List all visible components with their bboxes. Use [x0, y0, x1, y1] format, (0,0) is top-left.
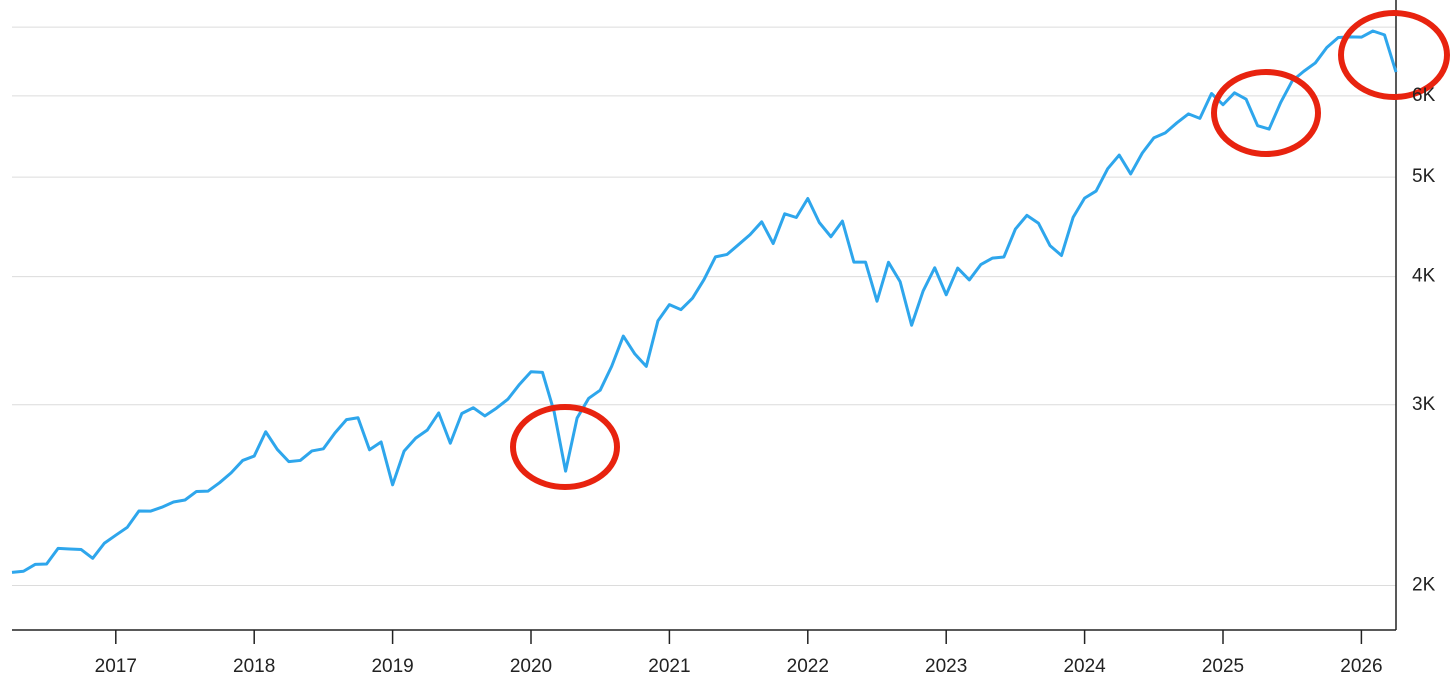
highlight-circle: [1338, 10, 1450, 100]
x-tick-label: 2021: [648, 656, 690, 677]
x-tick-label: 2023: [925, 656, 967, 677]
x-tick-label: 2025: [1202, 656, 1244, 677]
x-tick-label: 2020: [510, 656, 552, 677]
highlight-circles: [510, 10, 1450, 490]
x-tick-label: 2024: [1063, 656, 1106, 677]
y-tick-label: 5K: [1412, 166, 1436, 187]
y-tick-label: 4K: [1412, 266, 1436, 287]
price-line: [11, 29, 1398, 574]
x-tick-label: 2026: [1340, 656, 1382, 677]
y-tick-label: 3K: [1412, 394, 1436, 415]
highlight-circle: [510, 404, 620, 490]
x-tick-label: 2018: [233, 656, 275, 677]
x-tick-label: 2019: [371, 656, 413, 677]
y-tick-label: 2K: [1412, 575, 1436, 596]
x-tick-label: 2022: [787, 656, 829, 677]
plot-area: [11, 29, 1398, 574]
x-tick-label: 2017: [95, 656, 137, 677]
y-tick-label: 6K: [1412, 85, 1436, 106]
grid: [12, 26, 1396, 587]
highlight-circle: [1211, 69, 1321, 157]
